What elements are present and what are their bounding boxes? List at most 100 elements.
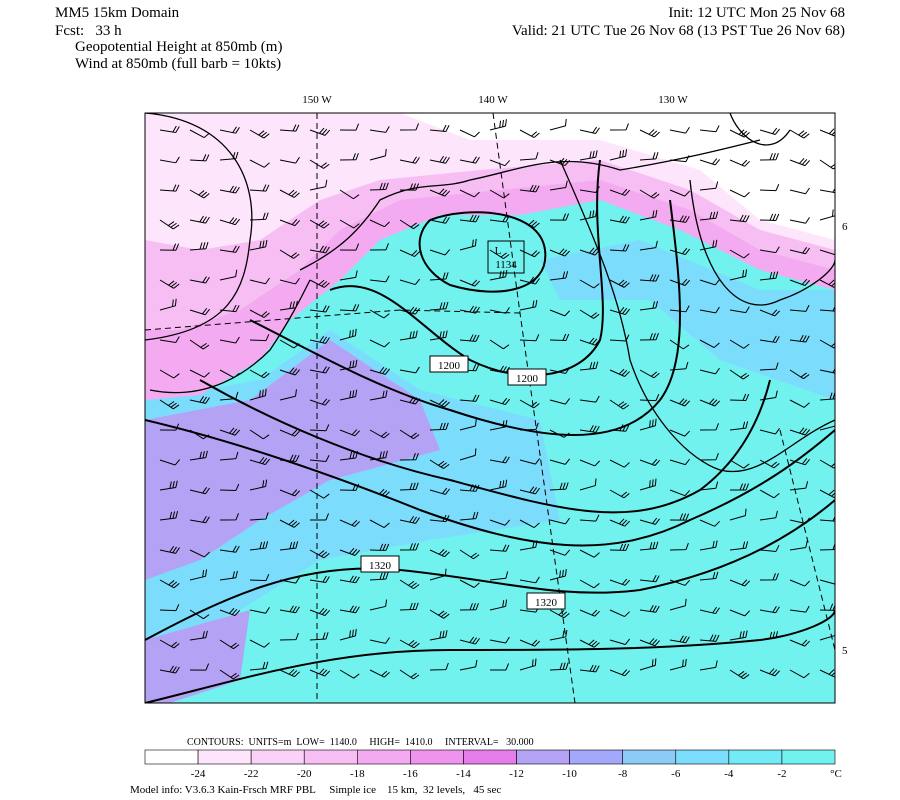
- wind-barb: [789, 369, 810, 380]
- contour-label: 1200: [438, 360, 461, 372]
- wind-barb: [219, 336, 240, 344]
- wind-barb: [159, 219, 180, 230]
- wind-barb: [699, 423, 719, 431]
- wind-barb: [819, 249, 835, 256]
- wind-barb: [549, 662, 569, 671]
- wind-barb: [339, 153, 359, 161]
- wind-barb: [489, 159, 511, 167]
- wind-barb: [609, 489, 630, 499]
- wind-barb: [279, 577, 300, 584]
- wind-barb: [249, 429, 270, 440]
- wind-barb: [159, 511, 179, 521]
- wind-barb: [309, 219, 330, 229]
- wind-barb: [729, 129, 750, 138]
- wind-barb: [669, 339, 690, 350]
- wind-barb: [759, 668, 781, 677]
- wind-barb: [819, 579, 835, 585]
- wind-barb: [459, 484, 480, 492]
- wind-barb: [279, 454, 300, 463]
- wind-barb: [759, 390, 778, 401]
- wind-barb: [399, 183, 420, 191]
- wind-barb: [249, 661, 269, 671]
- wind-barb: [459, 418, 477, 431]
- wind-barb: [579, 395, 600, 403]
- wind-barb: [249, 369, 270, 379]
- wind-barb: [309, 489, 330, 499]
- wind-barb: [579, 549, 600, 558]
- wind-barb: [789, 247, 810, 255]
- color-swatch: [250, 749, 305, 765]
- wind-barb: [639, 418, 657, 431]
- wind-barb: [579, 279, 600, 289]
- wind-barb: [519, 334, 540, 342]
- wind-barb: [279, 277, 300, 285]
- wind-barb: [309, 279, 330, 288]
- wind-barb: [369, 243, 389, 251]
- wind-barb: [309, 607, 331, 617]
- wind-barb: [369, 429, 390, 439]
- wind-barb: [609, 368, 630, 377]
- wind-barb: [399, 306, 420, 315]
- wind-barb: [339, 243, 360, 251]
- wind-barb: [729, 214, 750, 223]
- wind-barb: [699, 125, 720, 133]
- colorbar-label: -24: [191, 768, 206, 780]
- wind-barb: [309, 575, 330, 584]
- wind-barb: [189, 215, 210, 224]
- wind-barb: [219, 151, 239, 161]
- wind-barb: [609, 188, 631, 196]
- wind-barb: [369, 669, 390, 678]
- wind-barb: [339, 575, 360, 584]
- wind-barb: [789, 481, 809, 491]
- wind-barb: [669, 278, 691, 286]
- wind-barb: [159, 546, 180, 554]
- wind-barb: [639, 152, 659, 161]
- wind-barb: [699, 606, 720, 615]
- wind-barb: [429, 609, 450, 619]
- wind-barb: [519, 276, 540, 285]
- wind-barb: [219, 427, 241, 436]
- color-swatch: [516, 749, 570, 765]
- map-field: [145, 113, 835, 703]
- wind-barb: [339, 628, 357, 641]
- forecast: Fcst: 33 h: [55, 23, 122, 39]
- wind-barb: [429, 422, 449, 431]
- wind-barb: [789, 605, 810, 613]
- wind-barb: [399, 123, 419, 131]
- wind-barb: [399, 278, 421, 286]
- wind-barb: [189, 339, 210, 350]
- shade: [540, 240, 835, 400]
- wind-barb: [429, 662, 449, 671]
- wind-barb: [729, 541, 749, 551]
- wind-barb: [789, 399, 810, 408]
- wind-barb: [189, 450, 208, 461]
- contour-label: 1200: [516, 373, 539, 385]
- wind-barb: [369, 309, 390, 319]
- wind-barb: [369, 148, 387, 161]
- colorbar-label: -20: [297, 768, 312, 780]
- wind-barb: [249, 239, 268, 251]
- wind-barb: [609, 638, 631, 646]
- wind-barb: [489, 544, 510, 552]
- longitude-label: 140 W: [478, 94, 508, 106]
- wind-barb: [819, 515, 835, 522]
- label-box: [360, 555, 400, 573]
- wind-barb: [249, 607, 270, 614]
- wind-barb: [789, 639, 810, 647]
- wind-barb: [519, 458, 540, 465]
- wind-barb: [219, 607, 241, 617]
- wind-barb: [339, 389, 358, 401]
- wind-barb: [579, 186, 600, 193]
- wind-barb: [279, 605, 300, 614]
- contour-label-group: 1200 1200 1320 1320 L 1134: [360, 240, 566, 610]
- wind-barb: [669, 489, 691, 497]
- wind-barb: [459, 156, 480, 164]
- wind-barb: [789, 334, 810, 343]
- wind-barb: [309, 424, 330, 432]
- wind-barb: [369, 519, 390, 529]
- wind-barb: [489, 307, 510, 314]
- wind-barb: [639, 574, 660, 583]
- wind-barb: [549, 568, 567, 581]
- wind-barb: [399, 543, 419, 551]
- wind-barb: [489, 519, 511, 526]
